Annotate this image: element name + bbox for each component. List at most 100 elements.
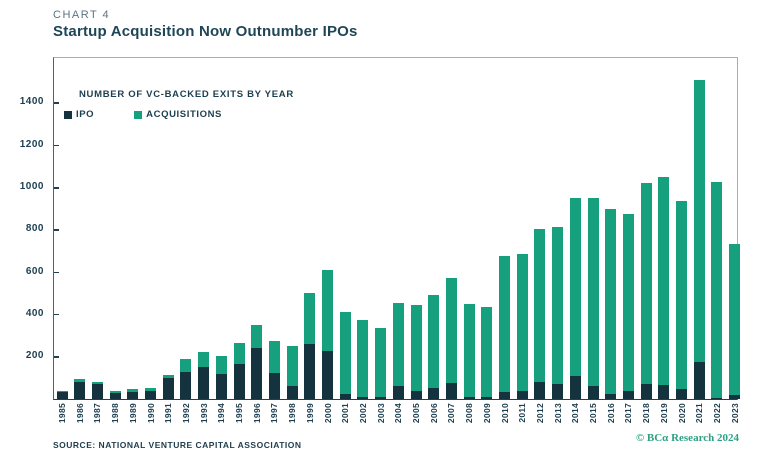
source-note: SOURCE: NATIONAL VENTURE CAPITAL ASSOCIA… bbox=[53, 440, 302, 450]
legend-title: NUMBER OF VC-BACKED EXITS BY YEAR bbox=[79, 89, 294, 100]
bar-1986 bbox=[74, 379, 86, 399]
bar-1985 bbox=[56, 391, 68, 399]
bar-segment-ipo bbox=[74, 382, 86, 399]
bar-1990 bbox=[145, 388, 156, 399]
x-tick-label-1985: 1985 bbox=[57, 403, 67, 424]
plot-area: NUMBER OF VC-BACKED EXITS BY YEAR IPO AC… bbox=[53, 57, 741, 400]
bar-2001 bbox=[339, 312, 351, 399]
bar-segment-acquisitions bbox=[463, 304, 475, 397]
bar-2022 bbox=[711, 182, 723, 399]
bar-segment-ipo bbox=[145, 391, 156, 399]
x-tick-label-2018: 2018 bbox=[641, 403, 652, 424]
y-tick-mark bbox=[54, 356, 59, 358]
bar-segment-ipo bbox=[322, 351, 333, 399]
bar-2015 bbox=[587, 198, 599, 399]
bar-segment-acquisitions bbox=[676, 201, 687, 389]
x-tick-label-2015: 2015 bbox=[588, 403, 598, 424]
x-tick-label-2001: 2001 bbox=[340, 403, 351, 424]
bar-segment-acquisitions bbox=[622, 214, 634, 391]
bar-segment-acquisitions bbox=[91, 382, 103, 384]
x-tick-label-2022: 2022 bbox=[711, 403, 722, 424]
bar-segment-ipo bbox=[251, 348, 263, 399]
bar-2020 bbox=[676, 201, 687, 399]
y-tick-label-1400: 1400 bbox=[19, 96, 44, 108]
bar-2002 bbox=[357, 320, 369, 399]
bar-1996 bbox=[251, 325, 263, 399]
bar-segment-acquisitions bbox=[198, 352, 210, 367]
bar-1994 bbox=[215, 356, 227, 399]
x-tick-label-2017: 2017 bbox=[623, 403, 634, 424]
bar-segment-ipo bbox=[375, 397, 387, 399]
bar-segment-ipo bbox=[357, 397, 369, 399]
bar-segment-acquisitions bbox=[658, 177, 670, 385]
bar-1991 bbox=[162, 375, 174, 399]
x-tick-label-2019: 2019 bbox=[658, 403, 669, 424]
x-tick-label-2006: 2006 bbox=[428, 403, 439, 424]
bar-segment-ipo bbox=[233, 364, 245, 399]
x-tick-label-2010: 2010 bbox=[499, 403, 510, 424]
acquisitions-swatch-icon bbox=[134, 110, 143, 119]
bar-segment-acquisitions bbox=[286, 346, 298, 386]
bar-segment-ipo bbox=[162, 378, 174, 399]
bar-segment-acquisitions bbox=[640, 183, 652, 384]
bar-2016 bbox=[605, 209, 617, 399]
bar-segment-ipo bbox=[676, 389, 687, 399]
bar-2007 bbox=[445, 278, 457, 399]
bar-2012 bbox=[534, 229, 546, 399]
bar-1998 bbox=[286, 346, 298, 399]
bar-2017 bbox=[622, 214, 634, 399]
y-tick-mark bbox=[54, 102, 59, 104]
bar-segment-ipo bbox=[339, 394, 351, 399]
bar-segment-acquisitions bbox=[233, 343, 245, 364]
x-tick-label-1993: 1993 bbox=[198, 403, 209, 424]
bar-segment-ipo bbox=[410, 391, 422, 399]
y-tick-label-1000: 1000 bbox=[19, 181, 44, 192]
bar-segment-acquisitions bbox=[534, 229, 546, 382]
x-tick-label-1996: 1996 bbox=[251, 403, 262, 424]
x-tick-label-2013: 2013 bbox=[552, 403, 563, 424]
bar-2010 bbox=[499, 256, 510, 399]
bar-segment-acquisitions bbox=[410, 305, 422, 391]
bar-1989 bbox=[127, 389, 139, 399]
y-tick-mark bbox=[54, 144, 59, 147]
x-tick-label-2000: 2000 bbox=[322, 403, 333, 424]
page-title: Startup Acquisition Now Outnumber IPOs bbox=[53, 23, 358, 40]
bar-segment-ipo bbox=[215, 374, 227, 399]
bar-segment-acquisitions bbox=[180, 359, 192, 372]
bar-segment-acquisitions bbox=[268, 341, 280, 373]
x-tick-label-1990: 1990 bbox=[145, 403, 156, 424]
bar-2009 bbox=[481, 307, 493, 399]
bar-2005 bbox=[410, 305, 422, 399]
y-tick-label-800: 800 bbox=[25, 223, 44, 235]
bar-segment-acquisitions bbox=[109, 391, 121, 393]
bar-segment-ipo bbox=[392, 386, 404, 399]
bar-2008 bbox=[463, 304, 475, 399]
bar-2000 bbox=[322, 270, 333, 399]
x-tick-label-2020: 2020 bbox=[676, 403, 687, 424]
bar-segment-ipo bbox=[286, 386, 298, 399]
bar-2011 bbox=[516, 254, 528, 399]
x-tick-label-2002: 2002 bbox=[357, 403, 368, 424]
bar-segment-acquisitions bbox=[392, 303, 404, 386]
x-tick-label-1998: 1998 bbox=[287, 403, 298, 424]
bar-2013 bbox=[552, 227, 564, 399]
bar-segment-ipo bbox=[180, 372, 192, 399]
bar-2019 bbox=[658, 177, 670, 399]
legend-label-acquisitions: ACQUISITIONS bbox=[146, 109, 222, 120]
bar-segment-ipo bbox=[552, 384, 564, 399]
bar-segment-acquisitions bbox=[304, 293, 316, 344]
bar-segment-acquisitions bbox=[145, 388, 156, 391]
bar-segment-ipo bbox=[516, 391, 528, 399]
bar-segment-ipo bbox=[428, 388, 440, 399]
bar-segment-acquisitions bbox=[339, 312, 351, 394]
bar-segment-ipo bbox=[109, 393, 121, 399]
bar-segment-ipo bbox=[198, 367, 210, 399]
bar-segment-acquisitions bbox=[445, 278, 457, 383]
bar-segment-ipo bbox=[640, 384, 652, 399]
y-tick-label-400: 400 bbox=[25, 307, 44, 319]
bar-segment-acquisitions bbox=[56, 391, 68, 392]
bar-segment-ipo bbox=[481, 397, 493, 399]
bar-segment-acquisitions bbox=[693, 80, 705, 362]
x-tick-label-1994: 1994 bbox=[216, 403, 227, 424]
legend-item-ipo: IPO bbox=[64, 109, 94, 120]
